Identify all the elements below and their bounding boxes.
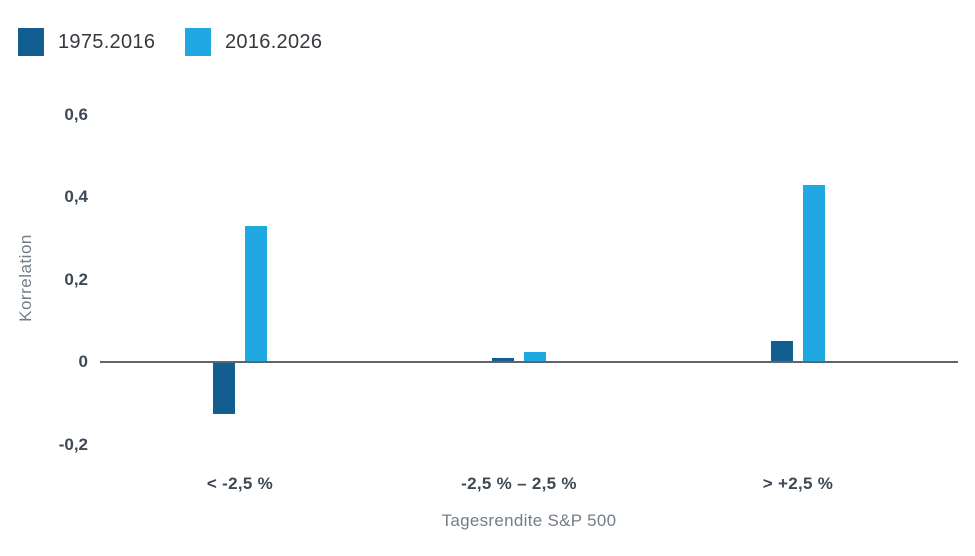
- bar-series-1-cat-0: [245, 225, 267, 362]
- legend-item-2016-2026: 2016.2026: [185, 28, 322, 56]
- y-tick-label: 0,2: [64, 269, 88, 289]
- bar-series-1-cat-2: [803, 184, 825, 362]
- x-category-label: > +2,5 %: [762, 474, 834, 493]
- bar-series-0-cat-1: [492, 357, 514, 362]
- bar-series-0-cat-2: [771, 341, 793, 362]
- x-category-label: -2,5 % – 2,5 %: [461, 474, 577, 493]
- legend-label-2016-2026: 2016.2026: [225, 30, 323, 53]
- legend-swatch-2016-2026: [185, 28, 211, 56]
- y-tick-label: -0,2: [58, 434, 88, 454]
- x-axis-title: Tagesrendite S&P 500: [441, 511, 617, 530]
- y-tick-label: 0,6: [64, 104, 88, 124]
- legend-item-1975-2016: 1975.2016: [18, 28, 155, 56]
- x-category-label: < -2,5 %: [206, 474, 274, 493]
- legend-label-1975-2016: 1975.2016: [58, 30, 156, 53]
- bar-series-1-cat-1: [524, 351, 546, 362]
- y-tick-label: 0: [78, 352, 88, 371]
- y-tick-label: 0,4: [64, 187, 88, 206]
- x-axis-zero-line: [100, 361, 958, 363]
- legend-swatch-1975-2016: [18, 28, 44, 56]
- bar-series-0-cat-0: [213, 362, 235, 414]
